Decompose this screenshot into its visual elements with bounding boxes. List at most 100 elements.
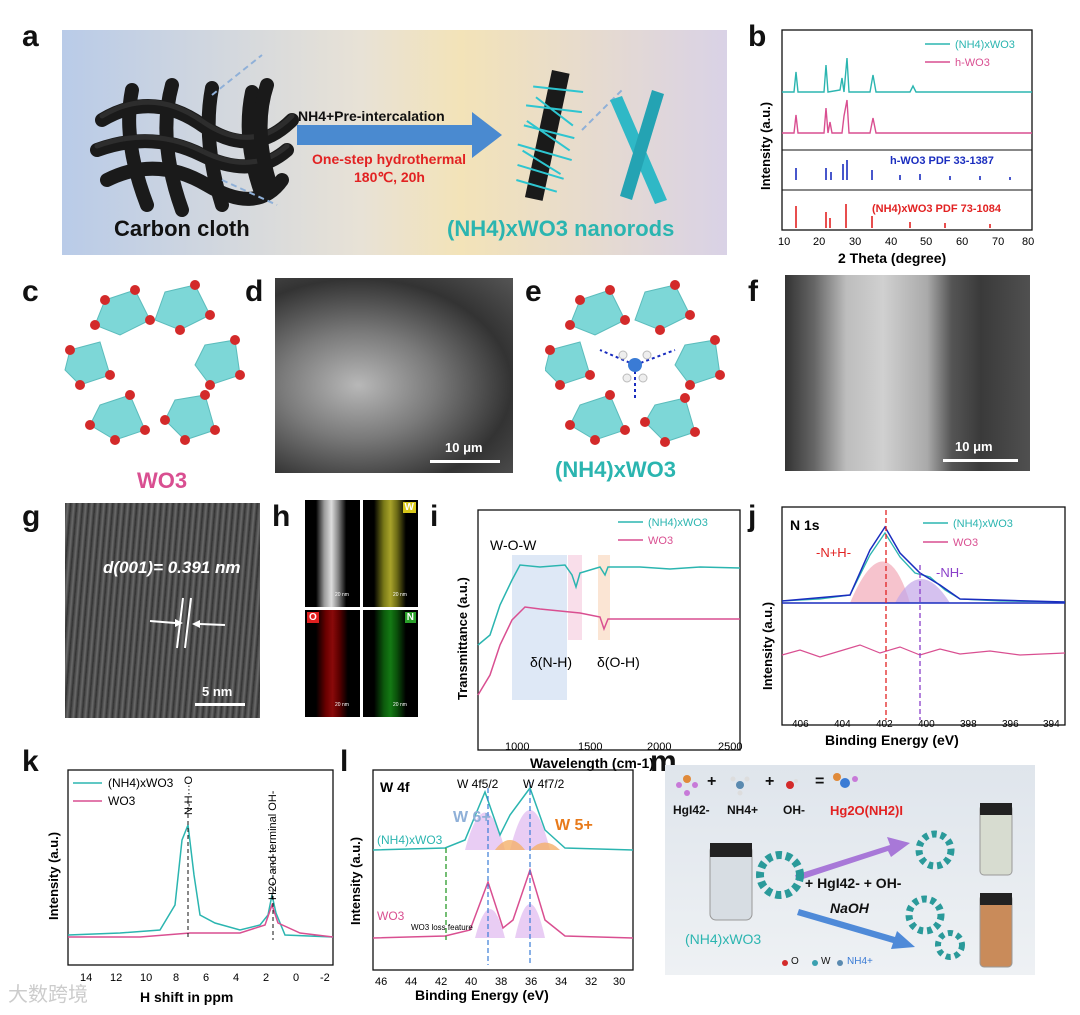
- svg-text:46: 46: [375, 976, 387, 988]
- hrtem-image: d(001)= 0.391 nm 5 nm: [65, 503, 260, 718]
- nmr-ann-nh-o: N-H···O: [183, 775, 195, 815]
- wo3-caption: WO3: [137, 468, 188, 493]
- m-nh4-label: NH4+: [727, 803, 759, 817]
- w4f-ann-loss: WO3 loss feature: [411, 923, 473, 932]
- svg-text:70: 70: [992, 236, 1004, 248]
- step-hydrothermal: One-step hydrothermal: [312, 151, 467, 167]
- n1s-legend-wo3: WO3: [953, 537, 978, 549]
- xrd-legend-nh4wo3: (NH4)xWO3: [955, 39, 1015, 51]
- ftir-band-nh: [568, 555, 582, 640]
- m-hgi-label: HgI42-: [673, 803, 710, 817]
- nmr-axes-frame: [67, 769, 334, 966]
- ftir-legend-wo3: WO3: [648, 535, 673, 547]
- svg-text:-2: -2: [320, 972, 330, 984]
- nh4wo3-octahedra-ring: [544, 280, 725, 447]
- adsorption-schematic: [676, 773, 1013, 968]
- nmr-legend-wo3: WO3: [108, 794, 136, 808]
- m-naoh-label: NaOH: [830, 900, 869, 916]
- m-legend-o: O: [791, 956, 799, 967]
- svg-text:2500: 2500: [718, 741, 742, 753]
- svg-text:14: 14: [80, 972, 92, 984]
- w4f-trace-wo3: [372, 867, 634, 939]
- n1s-peak-nh: [895, 579, 950, 603]
- ftir-trace-wo3: [477, 606, 740, 696]
- svg-text:394: 394: [1043, 719, 1060, 730]
- nmr-xlabel: H shift in ppm: [140, 989, 233, 1005]
- eds-n-map: N 20 nm: [363, 610, 418, 717]
- xrd-ticks: 10 20 30 40 50 60 70 80: [778, 236, 1034, 248]
- svg-text:32: 32: [585, 976, 597, 988]
- w4f-ann-72: W 4f7/2: [523, 777, 565, 791]
- xrd-xlabel: 2 Theta (degree): [838, 250, 946, 266]
- lattice-marker: [149, 597, 226, 649]
- n1s-peak-nh-plus: [850, 561, 910, 603]
- panel-label-b: b: [748, 20, 767, 53]
- panel-label-f: f: [748, 275, 758, 308]
- w4f-series-wo3: WO3: [377, 909, 405, 923]
- nh4wo3-caption: (NH4)xWO3: [555, 457, 677, 482]
- panel-i-ftir: (NH4)xWO3 WO3 W-O-W δ(N-H) δ(O-H) Transm…: [440, 495, 750, 775]
- panel-label-h: h: [272, 500, 291, 533]
- svg-text:4: 4: [233, 972, 239, 984]
- n1s-ann-nh: -NH-: [936, 565, 963, 580]
- panel-label-l: l: [340, 745, 349, 778]
- svg-text:398: 398: [960, 719, 977, 730]
- ftir-band-wow: [512, 555, 567, 700]
- svg-text:36: 36: [525, 976, 537, 988]
- eds-mapping: 20 nm W 20 nm O 20 nm N 20 nm: [305, 500, 420, 718]
- ftir-ticks: 1000 1500 2000 2500: [505, 741, 742, 753]
- label-carbon-cloth: Carbon cloth: [114, 216, 250, 241]
- svg-text:60: 60: [956, 236, 968, 248]
- svg-text:42: 42: [435, 976, 447, 988]
- panel-label-k: k: [22, 745, 39, 778]
- w4f-title: W 4f: [380, 779, 410, 795]
- panel-c-structure: WO3: [55, 280, 255, 500]
- svg-text:402: 402: [876, 719, 893, 730]
- xrd-ref-bars-nh4wo3: [795, 204, 991, 228]
- m-product-label: Hg2O(NH2)I: [830, 803, 903, 818]
- panel-label-a: a: [22, 20, 39, 53]
- svg-text:50: 50: [920, 236, 932, 248]
- w4f-series-nh4wo3: (NH4)xWO3: [377, 833, 443, 847]
- scale-label-f: 10 μm: [955, 439, 993, 454]
- xrd-legend-hwo3: h-WO3: [955, 57, 990, 69]
- panel-l-xps-w4f: W 4f W 4f5/2 W 4f7/2 W 6+ W 5+ (NH4)xWO3…: [345, 760, 645, 1005]
- w4f-xlabel: Binding Energy (eV): [415, 987, 549, 1003]
- svg-text:30: 30: [849, 236, 861, 248]
- svg-text:0: 0: [293, 972, 299, 984]
- w4f-ann-w5: W 5+: [555, 817, 593, 834]
- svg-text:40: 40: [885, 236, 897, 248]
- panel-label-g: g: [22, 500, 41, 533]
- svg-text:80: 80: [1022, 236, 1034, 248]
- label-nanorods: (NH4)xWO3 nanorods: [447, 216, 675, 241]
- nmr-legend-nh4wo3: (NH4)xWO3: [108, 776, 174, 790]
- panel-label-e: e: [525, 275, 542, 308]
- panel-b-xrd: (NH4)xWO3 h-WO3 h-WO3 PDF 33-1387 (NH4)x…: [750, 0, 1080, 270]
- xrd-axes-frame: [781, 29, 1033, 231]
- n1s-axes-frame: [781, 506, 1066, 726]
- scale-bar-g: [195, 703, 245, 706]
- panel-label-c: c: [22, 275, 39, 308]
- sem-image-nh4wo3: 10 μm: [785, 275, 1030, 471]
- eds-w-map: W 20 nm: [363, 500, 418, 607]
- svg-text:396: 396: [1002, 719, 1019, 730]
- step-intercalation: NH4+Pre-intercalation: [298, 108, 445, 124]
- svg-text:38: 38: [495, 976, 507, 988]
- xrd-ref-label-nh4wo3: (NH4)xWO3 PDF 73-1084: [872, 203, 1002, 215]
- svg-text:12: 12: [110, 972, 122, 984]
- w4f-ylabel: Intensity (a.u.): [348, 837, 363, 925]
- m-legend-w: W: [821, 956, 831, 967]
- ftir-xlabel: Wavelength (cm-1): [530, 755, 654, 771]
- nmr-trace-wo3: [68, 902, 334, 938]
- ftir-trace-nh4wo3: [477, 564, 741, 646]
- ftir-axes-frame: [477, 509, 741, 751]
- svg-text:400: 400: [918, 719, 935, 730]
- nmr-ticks: 14 12 10 8 6 4 2 0 -2: [80, 972, 330, 984]
- xrd-ref-bars-hwo3: [795, 160, 1011, 180]
- svg-text:40: 40: [465, 976, 477, 988]
- ftir-ylabel: Transmittance (a.u.): [455, 577, 470, 700]
- eds-o-label: O: [307, 612, 319, 623]
- m-oh-label: OH-: [783, 803, 805, 817]
- svg-text:6: 6: [203, 972, 209, 984]
- xrd-ref-label-hwo3: h-WO3 PDF 33-1387: [890, 155, 994, 167]
